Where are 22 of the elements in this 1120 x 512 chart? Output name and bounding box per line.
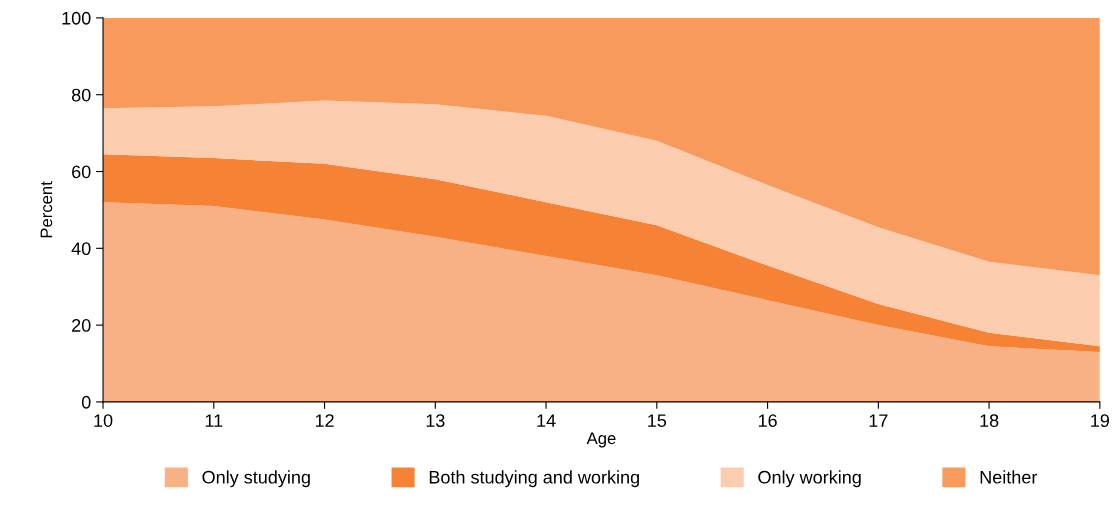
x-tick-label: 14: [537, 414, 556, 427]
legend-label: Only working: [758, 470, 861, 488]
legend-label: Only studying: [202, 470, 310, 488]
x-tick-label: 13: [426, 414, 445, 427]
y-axis-title: Percent: [40, 181, 53, 238]
x-tick-label: 11: [205, 414, 223, 427]
y-tick-label: 20: [72, 319, 91, 332]
y-tick-label: 100: [62, 11, 91, 25]
legend-label: Both studying and working: [429, 470, 639, 488]
x-tick-label: 18: [980, 414, 999, 427]
y-tick-label: 0: [81, 395, 91, 409]
x-tick-label: 17: [869, 414, 888, 427]
x-axis-title: Age: [586, 432, 616, 448]
legend-label: Neither: [980, 470, 1038, 484]
y-tick-label: 60: [72, 165, 91, 179]
x-tick-label: 12: [315, 414, 334, 427]
y-tick-label: 40: [71, 242, 91, 256]
x-tick-label: 16: [758, 414, 777, 427]
x-tick-label: 15: [648, 414, 667, 427]
x-tick-label: 19: [1091, 414, 1110, 427]
x-tick-label: 10: [94, 414, 113, 427]
y-tick-label: 80: [71, 88, 91, 102]
